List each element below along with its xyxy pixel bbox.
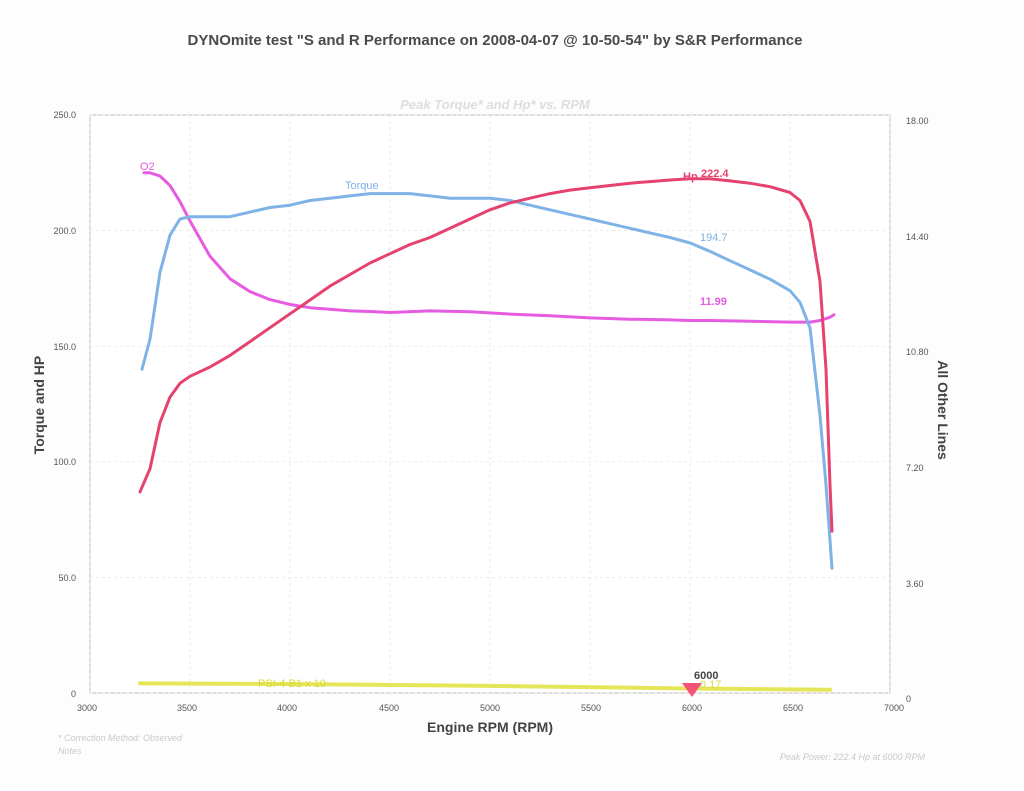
y-right-tick-label: 7.20 <box>906 463 924 473</box>
y-left-axis-title: Torque and HP <box>31 356 47 455</box>
x-axis-title: Engine RPM (RPM) <box>427 719 553 735</box>
y-right-tick-label: 10.80 <box>906 347 929 357</box>
psi-marker-value: 0.17 <box>700 679 721 691</box>
correction-footnote: * Correction Method: Observed <box>58 733 183 743</box>
rpm-marker <box>682 683 702 697</box>
x-tick-label: 4500 <box>379 703 399 713</box>
series-line-torque <box>140 192 834 570</box>
x-tick-label: 6500 <box>783 703 803 713</box>
x-tick-label: 4000 <box>277 703 297 713</box>
x-tick-label: 5500 <box>581 703 601 713</box>
y-right-axis-title: All Other Lines <box>935 360 951 460</box>
y-right-tick-label: 14.40 <box>906 232 929 242</box>
y-left-tick-label: 50.0 <box>58 573 76 583</box>
marker-rpm-label: 6000 <box>694 670 718 682</box>
y-left-tick-label: 250.0 <box>53 110 76 120</box>
x-tick-label: 3500 <box>177 703 197 713</box>
x-tick-label: 6000 <box>682 703 702 713</box>
x-tick-label: 5000 <box>480 703 500 713</box>
report-title: DYNOmite test "S and R Performance on 20… <box>187 32 803 49</box>
series-line-hp <box>138 177 834 533</box>
chart-subtitle: Peak Torque* and Hp* vs. RPM <box>400 97 591 112</box>
peak-power-footnote: Peak Power: 222.4 Hp at 6000 RPM <box>780 752 926 762</box>
hp-series-label: Hp <box>683 171 698 183</box>
torque-marker-value: 194.7 <box>700 232 728 244</box>
psi-series-label: PSI-4 B1 x 10 <box>258 678 326 690</box>
o2-series-label: O2 <box>140 161 155 173</box>
y-right-tick-label: 0 <box>906 694 911 704</box>
series-line-psi-4-b1-x-10 <box>138 681 832 692</box>
x-tick-label: 7000 <box>884 703 904 713</box>
torque-series-label: Torque <box>345 180 379 192</box>
hp-peak-value: 222.4 <box>701 168 729 180</box>
y-right-tick-label: 3.60 <box>906 579 924 589</box>
y-left-tick-label: 150.0 <box>53 342 76 352</box>
y-right-tick-label: 18.00 <box>906 116 929 126</box>
o2-marker-value: 11.99 <box>700 296 727 308</box>
series-lines <box>138 171 836 692</box>
y-left-tick-label: 100.0 <box>53 457 76 467</box>
x-tick-label: 3000 <box>77 703 97 713</box>
y-left-tick-label: 0 <box>71 689 76 699</box>
notes-footnote: Notes <box>58 746 82 756</box>
series-line-o2 <box>142 171 836 324</box>
y-left-tick-label: 200.0 <box>53 226 76 236</box>
